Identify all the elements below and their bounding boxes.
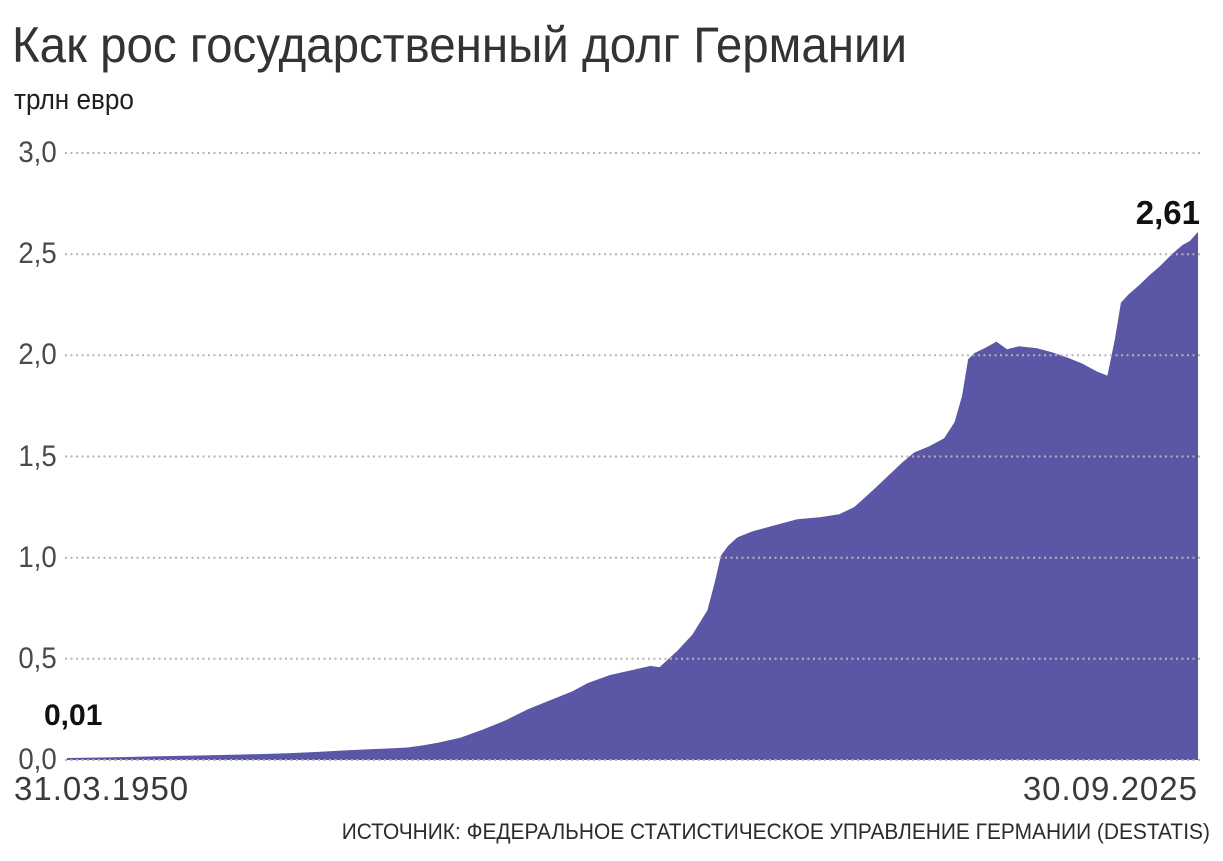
end-value-label: 2,61 bbox=[1135, 194, 1200, 231]
y-tick-label-text: 1,0 bbox=[18, 540, 57, 574]
y-tick-label: 2,5 bbox=[0, 239, 57, 269]
unit-label-text: трлн евро bbox=[14, 84, 134, 116]
chart-title-text: Как рос государственный долг Германии bbox=[12, 17, 908, 73]
y-tick-label-text: 0,5 bbox=[18, 641, 57, 675]
y-tick-label: 2,0 bbox=[0, 340, 57, 370]
y-tick-label-text: 2,0 bbox=[18, 338, 57, 372]
y-tick-label: 1,0 bbox=[0, 540, 57, 574]
y-tick-label-text: 1,5 bbox=[18, 439, 57, 473]
source-note: ИСТОЧНИК: ФЕДЕРАЛЬНОЕ СТАТИСТИЧЕСКОЕ УПР… bbox=[296, 819, 1210, 845]
x-axis-start-label: 31.03.1950 bbox=[14, 770, 190, 807]
chart-title: Как рос государственный долг Германии bbox=[12, 16, 1112, 74]
y-tick-label-text: 3,0 bbox=[18, 136, 57, 169]
y-tick-label-text: 2,5 bbox=[18, 237, 57, 271]
start-value-label: 0,01 bbox=[44, 699, 103, 732]
x-axis-end-label: 30.09.2025 bbox=[1022, 770, 1198, 807]
y-tick-label: 3,0 bbox=[0, 138, 57, 168]
debt-area-series bbox=[67, 231, 1198, 760]
y-tick-label: 0,5 bbox=[0, 641, 57, 675]
source-note-text: ИСТОЧНИК: ФЕДЕРАЛЬНОЕ СТАТИСТИЧЕСКОЕ УПР… bbox=[341, 819, 1210, 844]
unit-label: трлн евро bbox=[14, 84, 147, 117]
y-tick-label-text: 0,0 bbox=[18, 743, 57, 776]
y-tick-label: 1,5 bbox=[0, 439, 57, 473]
y-tick-label: 0,0 bbox=[0, 745, 57, 775]
